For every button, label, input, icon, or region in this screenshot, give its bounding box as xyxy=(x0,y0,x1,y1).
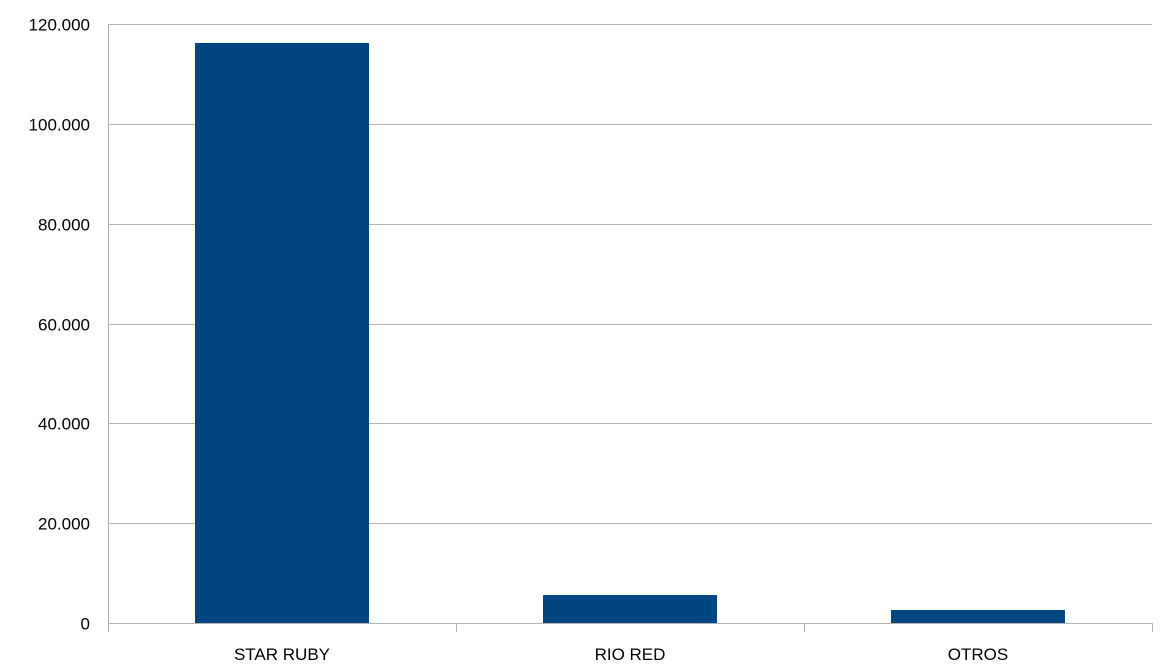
y-tick-label: 40.000 xyxy=(38,415,90,434)
x-category-label: RIO RED xyxy=(595,645,666,664)
x-category-label: OTROS xyxy=(948,645,1008,664)
bar xyxy=(195,42,369,624)
x-axis-category-labels: STAR RUBY RIO RED OTROS xyxy=(234,645,1008,664)
y-tick-label: 100.000 xyxy=(29,116,90,135)
bars xyxy=(195,42,1065,624)
y-tick-label: 80.000 xyxy=(38,216,90,235)
y-axis-tick-labels: 0 20.000 40.000 60.000 80.000 100.000 120.000 xyxy=(29,16,90,634)
x-category-label: STAR RUBY xyxy=(234,645,330,664)
y-tick-label: 120.000 xyxy=(29,16,90,35)
y-tick-label: 60.000 xyxy=(38,316,90,335)
axes xyxy=(108,24,1153,632)
y-tick-label: 20.000 xyxy=(38,515,90,534)
y-tick-label: 0 xyxy=(81,615,90,634)
bar xyxy=(543,595,717,623)
bar xyxy=(891,610,1065,623)
